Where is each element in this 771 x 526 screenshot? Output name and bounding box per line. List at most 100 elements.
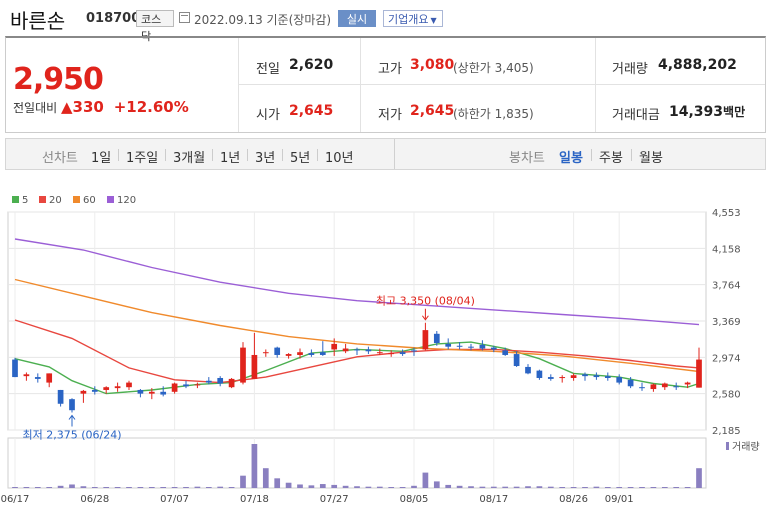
tab-daily[interactable]: 일봉 (559, 151, 583, 166)
min-arrow-head (68, 414, 76, 420)
candlestick-chart: 5 20 60 120 4,553 4,158 3,764 3,369 2,974 2,580 2,… (1, 195, 760, 505)
candle-body (46, 373, 53, 383)
x-tick-label: 06/17 (1, 494, 30, 505)
volume-value: 4,888,202 (658, 57, 737, 73)
volume-bar (673, 487, 680, 488)
summary-row-divider (238, 84, 765, 85)
candle-body (57, 389, 64, 404)
volume-bar (650, 487, 657, 488)
candle-body (319, 352, 326, 355)
candle-body (650, 384, 657, 390)
volume-bar (490, 486, 497, 488)
volume-bar (433, 481, 440, 488)
tab-3y[interactable]: 3년 (255, 151, 276, 166)
x-tick-label: 06/28 (80, 494, 109, 505)
candle-body (376, 352, 383, 354)
volume-bar (570, 487, 577, 488)
volume-bar (604, 487, 611, 488)
change-percent: +12.60% (113, 98, 189, 116)
realtime-button[interactable]: 실시간 (338, 10, 376, 43)
volume-bar (627, 487, 634, 488)
volume-bar (319, 484, 326, 488)
candle-body (445, 343, 452, 347)
tab-1d[interactable]: 1일 (91, 151, 112, 166)
candle-body (91, 389, 98, 392)
low-value: 2,645 (410, 103, 455, 119)
volume-bar (57, 485, 64, 488)
tab-5y[interactable]: 5년 (290, 151, 311, 166)
volume-bar (536, 486, 543, 488)
candle-body (422, 330, 429, 350)
candle-body (354, 349, 360, 351)
legend-swatch-120 (107, 196, 114, 203)
volume-bar (69, 484, 75, 488)
line-chart-label: 선차트 (42, 151, 78, 166)
amount-unit: 백만 (723, 105, 746, 119)
tab-separator (591, 149, 592, 161)
current-price: 2,950 (13, 62, 104, 97)
candle-body (399, 352, 406, 355)
tab-10y[interactable]: 10년 (325, 151, 354, 166)
candle-body (536, 370, 543, 378)
volume-bar (616, 487, 623, 488)
candle-body (217, 377, 224, 384)
volume-bar (114, 487, 121, 488)
candle-body (525, 366, 531, 374)
candle-body (114, 386, 121, 389)
candle-body (274, 347, 281, 355)
volume-legend-swatch (726, 442, 729, 450)
volume-bar (354, 486, 360, 488)
volume-bar (34, 487, 41, 488)
tab-separator (317, 149, 318, 161)
volume-bar (559, 487, 566, 488)
candle-body (673, 386, 680, 388)
tab-weekly[interactable]: 주봉 (599, 151, 623, 166)
prev-close-label: 전일 (256, 62, 280, 77)
volume-legend-label: 거래량 (732, 441, 760, 453)
candle-body (468, 346, 474, 348)
candle-body (456, 345, 463, 347)
max-arrow-head (422, 315, 429, 321)
tab-1w[interactable]: 1주일 (126, 151, 159, 166)
volume-bar (593, 486, 600, 488)
volume-bar (126, 487, 132, 488)
x-tick-label: 07/07 (160, 494, 189, 505)
volume-bar (399, 487, 406, 488)
tab-separator (212, 149, 213, 161)
candle-body (69, 399, 75, 411)
stock-header: 바른손 018700 코스닥 2022.09.13 기준(장마감) 실시간 기업… (0, 0, 771, 43)
volume-plot-frame (7, 437, 707, 489)
candle-body (160, 391, 167, 395)
tab-1y[interactable]: 1년 (220, 151, 241, 166)
summary-divider (595, 38, 596, 132)
tab-3m[interactable]: 3개월 (173, 151, 206, 166)
open-value: 2,645 (289, 103, 334, 119)
open-label: 시가 (256, 108, 280, 123)
summary-divider (360, 38, 361, 132)
legend-label-5: 5 (22, 195, 28, 206)
chevron-down-icon: ▼ (430, 16, 437, 25)
ma-line-120 (14, 238, 700, 326)
candle-body (604, 376, 611, 378)
tab-separator (631, 149, 632, 161)
company-info-button[interactable]: 기업개요 ▼ (383, 10, 443, 27)
candle-body (103, 387, 110, 390)
change-value: 330 (72, 98, 104, 116)
tab-monthly[interactable]: 월봉 (639, 151, 663, 166)
candle-body (137, 389, 144, 394)
market-badge: 코스닥 (136, 10, 174, 43)
candle-body (547, 377, 554, 379)
legend-label-20: 20 (49, 195, 62, 206)
candle-body (559, 377, 566, 379)
candle-body (12, 359, 18, 378)
y-tick-label: 2,974 (712, 353, 741, 364)
candle-body (228, 378, 235, 388)
volume-bar (684, 487, 691, 488)
lower-limit: (하한가 1,835) (453, 107, 534, 121)
candle-body (502, 350, 509, 355)
volume-bar (308, 485, 315, 488)
tab-separator (165, 149, 166, 161)
candle-body (34, 377, 41, 379)
y-tick-label: 2,580 (712, 390, 741, 401)
volume-bar (148, 487, 155, 488)
